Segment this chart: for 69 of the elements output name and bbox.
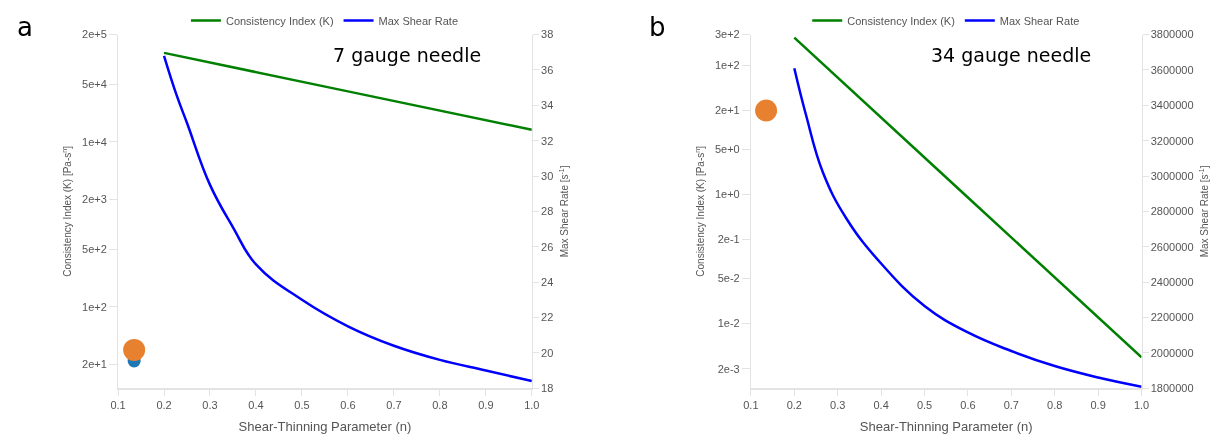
y-tick-label: 2e+1 — [714, 104, 740, 117]
y-tick-label: 2e+1 — [82, 358, 107, 371]
x-tick-label: 0.1 — [743, 399, 759, 412]
y2-tick-label: 22 — [541, 311, 554, 324]
x-tick-label: 1.0 — [1133, 399, 1150, 412]
x-tick-label: 0.4 — [248, 399, 264, 412]
x-tick-label: 0.7 — [386, 399, 402, 412]
x-tick-label: 1.0 — [524, 399, 540, 412]
text: b — [649, 12, 666, 42]
y2-tick-label: 38 — [541, 28, 554, 41]
y2-tick-label: 2000000 — [1150, 346, 1194, 359]
x-tick-label: 0.3 — [202, 399, 218, 412]
legend-label: Consistency Index (K) — [225, 14, 334, 27]
y-tick-label: 1e+2 — [82, 300, 107, 313]
y2-tick-label: 34 — [541, 99, 554, 112]
y-tick-label: 5e+4 — [82, 78, 107, 91]
x-tick-label: 0.9 — [478, 399, 494, 412]
annotation: 7 gauge needle — [333, 44, 482, 66]
y2-tick-label: 18 — [541, 382, 554, 395]
y-tick-label: 2e-1 — [717, 233, 740, 246]
y2-tick-label: 2800000 — [1150, 205, 1194, 218]
x-tick-label: 0.4 — [873, 399, 889, 412]
x-tick-label: 0.7 — [1003, 399, 1019, 412]
y2-tick-label: 32 — [541, 134, 554, 147]
x-tick-label: 0.2 — [786, 399, 802, 412]
y-tick-label: 5e+0 — [714, 143, 740, 156]
y-tick-label: 2e+5 — [82, 28, 107, 41]
y-tick-label: 2e+3 — [82, 193, 107, 206]
y-tick-label: 1e+4 — [82, 135, 107, 148]
y2-tick-label: 26 — [541, 240, 554, 253]
legend-label: Max Shear Rate — [378, 14, 459, 27]
x-tick-label: 0.6 — [960, 399, 976, 412]
x-tick-label: 0.8 — [1047, 399, 1063, 412]
x-tick-label: 0.3 — [830, 399, 846, 412]
x-tick-label: 0.2 — [156, 399, 172, 412]
line-series — [793, 66, 1142, 388]
y2-tick-label: 3200000 — [1150, 134, 1194, 147]
y2-tick-label: 2400000 — [1150, 275, 1194, 288]
y-tick-label: 1e+0 — [714, 188, 740, 201]
y2-tick-label: 36 — [541, 63, 554, 76]
x-tick-label: 0.9 — [1090, 399, 1106, 412]
y2-tick-label: 28 — [541, 205, 554, 218]
y2-tick-label: 24 — [541, 275, 554, 288]
y2-tick-label: 3800000 — [1150, 28, 1194, 41]
x-axis-title: Shear-Thinning Parameter (n) — [238, 419, 412, 435]
text: a — [17, 12, 33, 42]
y2-tick-label: 1800000 — [1150, 382, 1194, 395]
x-axis-title: Shear-Thinning Parameter (n) — [859, 419, 1033, 435]
x-tick-label: 0.5 — [916, 399, 933, 412]
y-tick-label: 1e+2 — [714, 59, 740, 72]
y-tick-label: 5e-2 — [717, 272, 740, 285]
legend-label: Consistency Index (K) — [847, 14, 955, 27]
x-tick-label: 0.8 — [432, 399, 448, 412]
x-tick-label: 0.6 — [340, 399, 356, 412]
y2-tick-label: 30 — [541, 169, 554, 182]
y-tick-label: 1e-2 — [717, 317, 740, 330]
x-tick-label: 0.1 — [110, 399, 126, 412]
annotation: 34 gauge needle — [931, 44, 1092, 66]
y2-tick-label: 3000000 — [1150, 169, 1194, 182]
y-tick-label: 3e+2 — [714, 28, 740, 41]
y2-tick-label: 3600000 — [1150, 63, 1194, 76]
y2-tick-label: 2600000 — [1150, 240, 1194, 253]
y2-tick-label: 20 — [541, 346, 554, 359]
legend-label: Max Shear Rate — [999, 14, 1080, 27]
y-tick-label: 5e+2 — [82, 243, 107, 255]
y-tick-label: 2e-3 — [717, 362, 740, 375]
x-tick-label: 0.5 — [294, 399, 310, 412]
y2-tick-label: 3400000 — [1150, 99, 1194, 112]
y2-tick-label: 2200000 — [1150, 311, 1194, 324]
